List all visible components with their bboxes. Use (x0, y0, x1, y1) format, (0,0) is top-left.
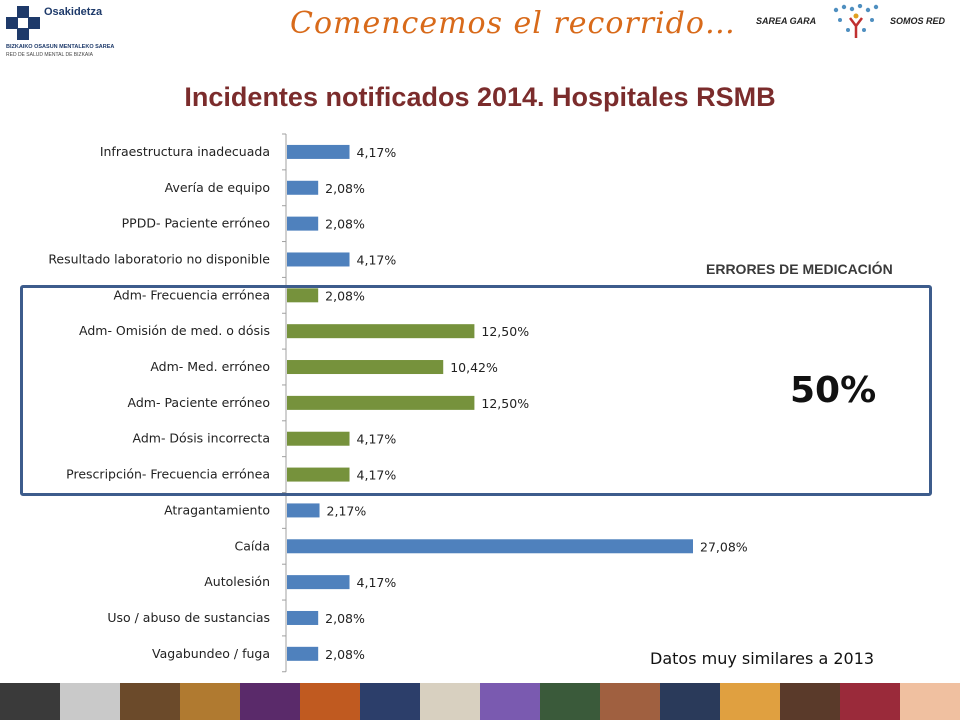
data-label: 27,08% (700, 539, 748, 554)
data-label: 4,17% (357, 432, 397, 447)
osakidetza-logo-subtitle-es: RED DE SALUD MENTAL DE BIZKAIA (6, 52, 93, 58)
data-label: 4,17% (357, 145, 397, 160)
category-label: Adm- Paciente erróneo (128, 395, 270, 410)
bar (287, 575, 350, 590)
data-label: 2,08% (325, 647, 365, 662)
data-label: 10,42% (450, 360, 498, 375)
bar (287, 646, 319, 661)
horizontal-bar-chart: Infraestructura inadecuada 4,17% Avería de… (48, 133, 748, 673)
bar (287, 144, 350, 159)
category-label: Uso / abuso de sustancias (107, 610, 270, 625)
banner-photo-tile (300, 683, 360, 720)
category-label: Resultado laboratorio no disponible (48, 251, 270, 266)
banner-photo-tile (900, 683, 960, 720)
osakidetza-logo-icon (6, 6, 40, 40)
category-label: Atragantamiento (164, 502, 270, 517)
banner-photo-tile (120, 683, 180, 720)
category-label: Caída (235, 538, 270, 553)
medication-errors-total: 50% (790, 370, 877, 411)
people-network-icon (833, 4, 879, 38)
category-label: Infraestructura inadecuada (100, 144, 270, 159)
data-label: 2,08% (325, 288, 365, 303)
bar (287, 467, 350, 482)
banner-photo-tile (60, 683, 120, 720)
medication-errors-highlight-box (20, 285, 932, 496)
category-label: Adm- Med. erróneo (150, 359, 270, 374)
banner-photo-tile (600, 683, 660, 720)
banner-photo-tile (660, 683, 720, 720)
category-label: PPDD- Paciente erróneo (122, 216, 270, 231)
category-label: Vagabundeo / fuga (152, 646, 270, 661)
sarea-gara-text: SAREA GARA (756, 16, 817, 26)
bar (287, 539, 693, 554)
bar (287, 252, 350, 267)
category-label: Avería de equipo (165, 180, 270, 195)
data-label: 2,08% (325, 611, 365, 626)
bar (287, 288, 319, 303)
somos-red-text: SOMOS RED (890, 16, 946, 26)
data-label: 4,17% (357, 575, 397, 590)
data-label: 4,17% (357, 252, 397, 267)
data-label: 4,17% (357, 468, 397, 483)
data-label: 2,17% (327, 503, 367, 518)
photo-strip-banner (0, 683, 960, 720)
category-label: Adm- Frecuencia errónea (113, 287, 270, 302)
osakidetza-logo-name: Osakidetza (44, 6, 103, 18)
banner-photo-tile (360, 683, 420, 720)
category-label: Adm- Dósis incorrecta (133, 431, 271, 446)
bar (287, 324, 475, 339)
script-title: Comencemos el recorrido… (290, 6, 736, 41)
data-label: 2,08% (325, 181, 365, 196)
category-label: Autolesión (204, 574, 270, 589)
bar (287, 216, 319, 231)
category-label: Adm- Omisión de med. o dósis (79, 323, 270, 338)
bar (287, 360, 444, 375)
banner-photo-tile (840, 683, 900, 720)
osakidetza-logo-subtitle-eu: BIZKAIKO OSASUN MENTALEKO SAREA (6, 44, 115, 50)
data-label: 12,50% (481, 396, 529, 411)
bar (287, 180, 319, 195)
chart-title: Incidentes notificados 2014. Hospitales … (184, 82, 776, 112)
banner-photo-tile (720, 683, 780, 720)
data-label: 2,08% (325, 217, 365, 232)
osakidetza-logo: Osakidetza BIZKAIKO OSASUN MENTALEKO SAR… (6, 4, 126, 58)
banner-photo-tile (0, 683, 60, 720)
banner-photo-tile (240, 683, 300, 720)
bar (287, 610, 319, 625)
banner-photo-tile (540, 683, 600, 720)
banner-photo-tile (780, 683, 840, 720)
data-label: 12,50% (481, 324, 529, 339)
bar (287, 431, 350, 446)
bar (287, 503, 320, 518)
banner-photo-tile (180, 683, 240, 720)
footnote: Datos muy similares a 2013 (650, 649, 875, 668)
banner-photo-tile (480, 683, 540, 720)
category-label: Prescripción- Frecuencia errónea (66, 467, 270, 482)
banner-photo-tile (420, 683, 480, 720)
bar (287, 395, 475, 410)
sarea-gara-logo: SAREA GARA SOMOS RED (750, 4, 955, 46)
medication-errors-label: ERRORES DE MEDICACIÓN (706, 261, 893, 277)
